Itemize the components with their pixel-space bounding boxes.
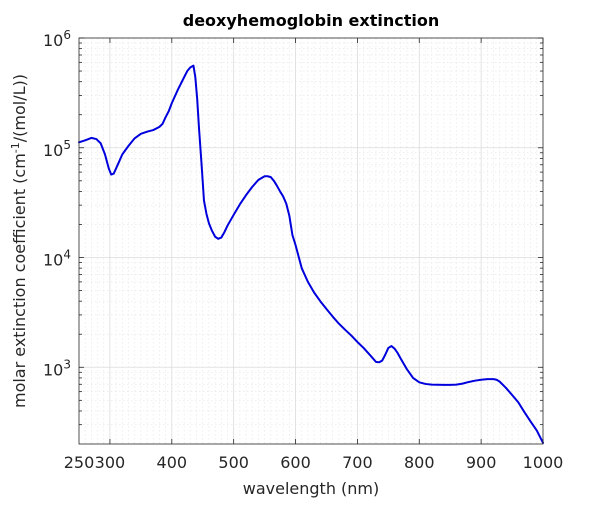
y-tick-exponent: 5	[63, 138, 71, 152]
x-axis-label: wavelength (nm)	[243, 479, 380, 498]
x-tick-label: 500	[218, 453, 249, 472]
y-axis-label-superscript: -1	[9, 142, 22, 153]
y-tick-label: 106	[43, 28, 71, 50]
x-tick-label: 700	[342, 453, 373, 472]
y-tick-label: 104	[43, 248, 71, 270]
y-tick-label: 105	[43, 138, 71, 160]
y-tick-base: 10	[43, 31, 63, 50]
minor-grid	[79, 38, 543, 444]
y-tick-base: 10	[43, 251, 63, 270]
y-tick-label: 103	[43, 357, 71, 379]
x-tick-label: 400	[157, 453, 188, 472]
x-tick-label: 800	[404, 453, 435, 472]
y-axis-label-prefix: molar extinction coefficient (cm	[10, 153, 29, 408]
x-tick-label: 900	[466, 453, 497, 472]
x-tick-label: 1000	[523, 453, 564, 472]
axes-frame	[78, 37, 544, 445]
y-tick-base: 10	[43, 360, 63, 379]
y-tick-exponent: 6	[63, 28, 71, 42]
y-axis-label-suffix: /(mol/L))	[10, 74, 29, 142]
x-tick-label: 600	[280, 453, 311, 472]
major-grid	[79, 38, 543, 444]
y-tick-exponent: 4	[63, 248, 71, 262]
chart-title: deoxyhemoglobin extinction	[183, 11, 439, 30]
x-tick-labels: 300 400 500 600 700 800 900 1000 250	[64, 453, 564, 472]
y-tick-exponent: 3	[63, 357, 71, 371]
y-tick-base: 10	[43, 141, 63, 160]
x-tick-label: 250	[64, 453, 95, 472]
y-axis-label: molar extinction coefficient (cm-1/(mol/…	[9, 74, 30, 408]
deoxyhemoglobin-series-line	[78, 64, 544, 444]
tick-marks	[79, 37, 544, 444]
x-tick-label: 300	[95, 453, 126, 472]
